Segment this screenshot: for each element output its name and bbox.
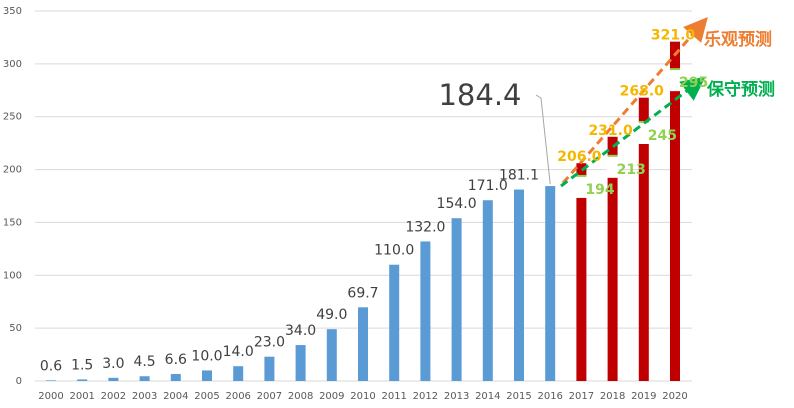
value-label: 14.0 [223,344,254,360]
optimistic-label: 231.0 [588,123,633,139]
bar [202,370,212,381]
conservative-label: 245 [648,128,677,144]
x-tick-label: 2020 [662,391,687,402]
x-tick-label: 2005 [194,391,219,402]
x-tick-label: 2013 [444,391,469,402]
value-label: 49.0 [316,307,347,323]
bar [358,307,368,381]
x-tick-label: 2008 [288,391,313,402]
value-label: 171.0 [468,178,508,194]
value-label: 6.6 [165,352,187,368]
bar-gap [606,155,619,178]
y-tick-label: 100 [3,270,22,281]
optimistic-legend: 乐观预测 [704,29,772,50]
value-label: 10.0 [191,348,222,364]
value-label: 4.5 [133,354,155,370]
x-tick-label: 2004 [163,391,188,402]
optimistic-label: 268.0 [620,84,665,100]
callout-line [535,94,551,185]
conservative-label: 213 [617,162,646,178]
bar [451,218,462,381]
forecast-bar [607,136,618,381]
x-tick-label: 2014 [475,391,500,402]
value-label: 1.5 [71,357,93,373]
bar [295,345,306,381]
x-tick-label: 2010 [350,391,375,402]
y-tick-label: 50 [9,323,22,334]
value-label: 69.7 [347,285,378,301]
conservative-legend: 保守预测 [706,79,775,100]
optimistic-label: 321.0 [651,28,696,44]
forecast-bar [576,163,587,381]
x-tick-label: 2019 [631,391,656,402]
y-tick-label: 200 [3,165,22,176]
x-tick-label: 2011 [381,391,406,402]
value-label: 0.6 [40,358,62,374]
value-label: 154.0 [437,196,477,212]
bar [233,366,244,381]
bar [326,329,337,381]
value-label: 181.1 [499,168,539,184]
value-label: 132.0 [405,219,445,235]
x-tick-label: 2018 [600,391,625,402]
optimistic-arrow [561,16,708,184]
x-tick-label: 2012 [413,391,438,402]
x-tick-label: 2015 [506,391,531,402]
x-tick-label: 2000 [38,391,63,402]
value-label: 3.0 [102,356,124,372]
bar [420,241,431,381]
bar-gap [669,69,681,92]
y-tick-label: 0 [16,376,22,387]
conservative-arrow [560,76,706,188]
bar [514,189,524,381]
x-tick-label: 2016 [537,391,562,402]
y-tick-label: 250 [3,112,22,123]
x-tick-label: 2001 [69,391,94,402]
x-tick-label: 2009 [319,391,344,402]
bar [108,377,119,381]
x-tick-label: 2003 [132,391,157,402]
conservative-label: 194 [585,182,614,198]
x-tick-label: 2006 [225,391,250,402]
value-label: 23.0 [254,335,285,351]
bar [77,379,88,381]
bar [264,356,275,381]
x-tick-label: 2002 [101,391,126,402]
optimistic-label: 206.0 [557,149,602,165]
value-label: 34.0 [285,323,316,339]
forecast-bar [670,41,680,382]
value-label-callout: 184.4 [438,78,521,112]
bar [482,200,493,381]
forecast-bar [638,97,649,381]
bar [389,264,400,381]
x-tick-label: 2017 [569,391,594,402]
y-tick-label: 150 [3,217,22,228]
conservative-label: 295 [679,75,708,91]
y-tick-label: 300 [3,59,22,70]
value-label: 110.0 [374,243,414,259]
bar [139,376,150,381]
bar-gap [575,175,588,198]
bar [46,380,56,381]
bar [170,374,181,381]
y-tick-label: 350 [3,6,22,17]
bar [545,186,556,381]
x-tick-label: 2007 [257,391,282,402]
